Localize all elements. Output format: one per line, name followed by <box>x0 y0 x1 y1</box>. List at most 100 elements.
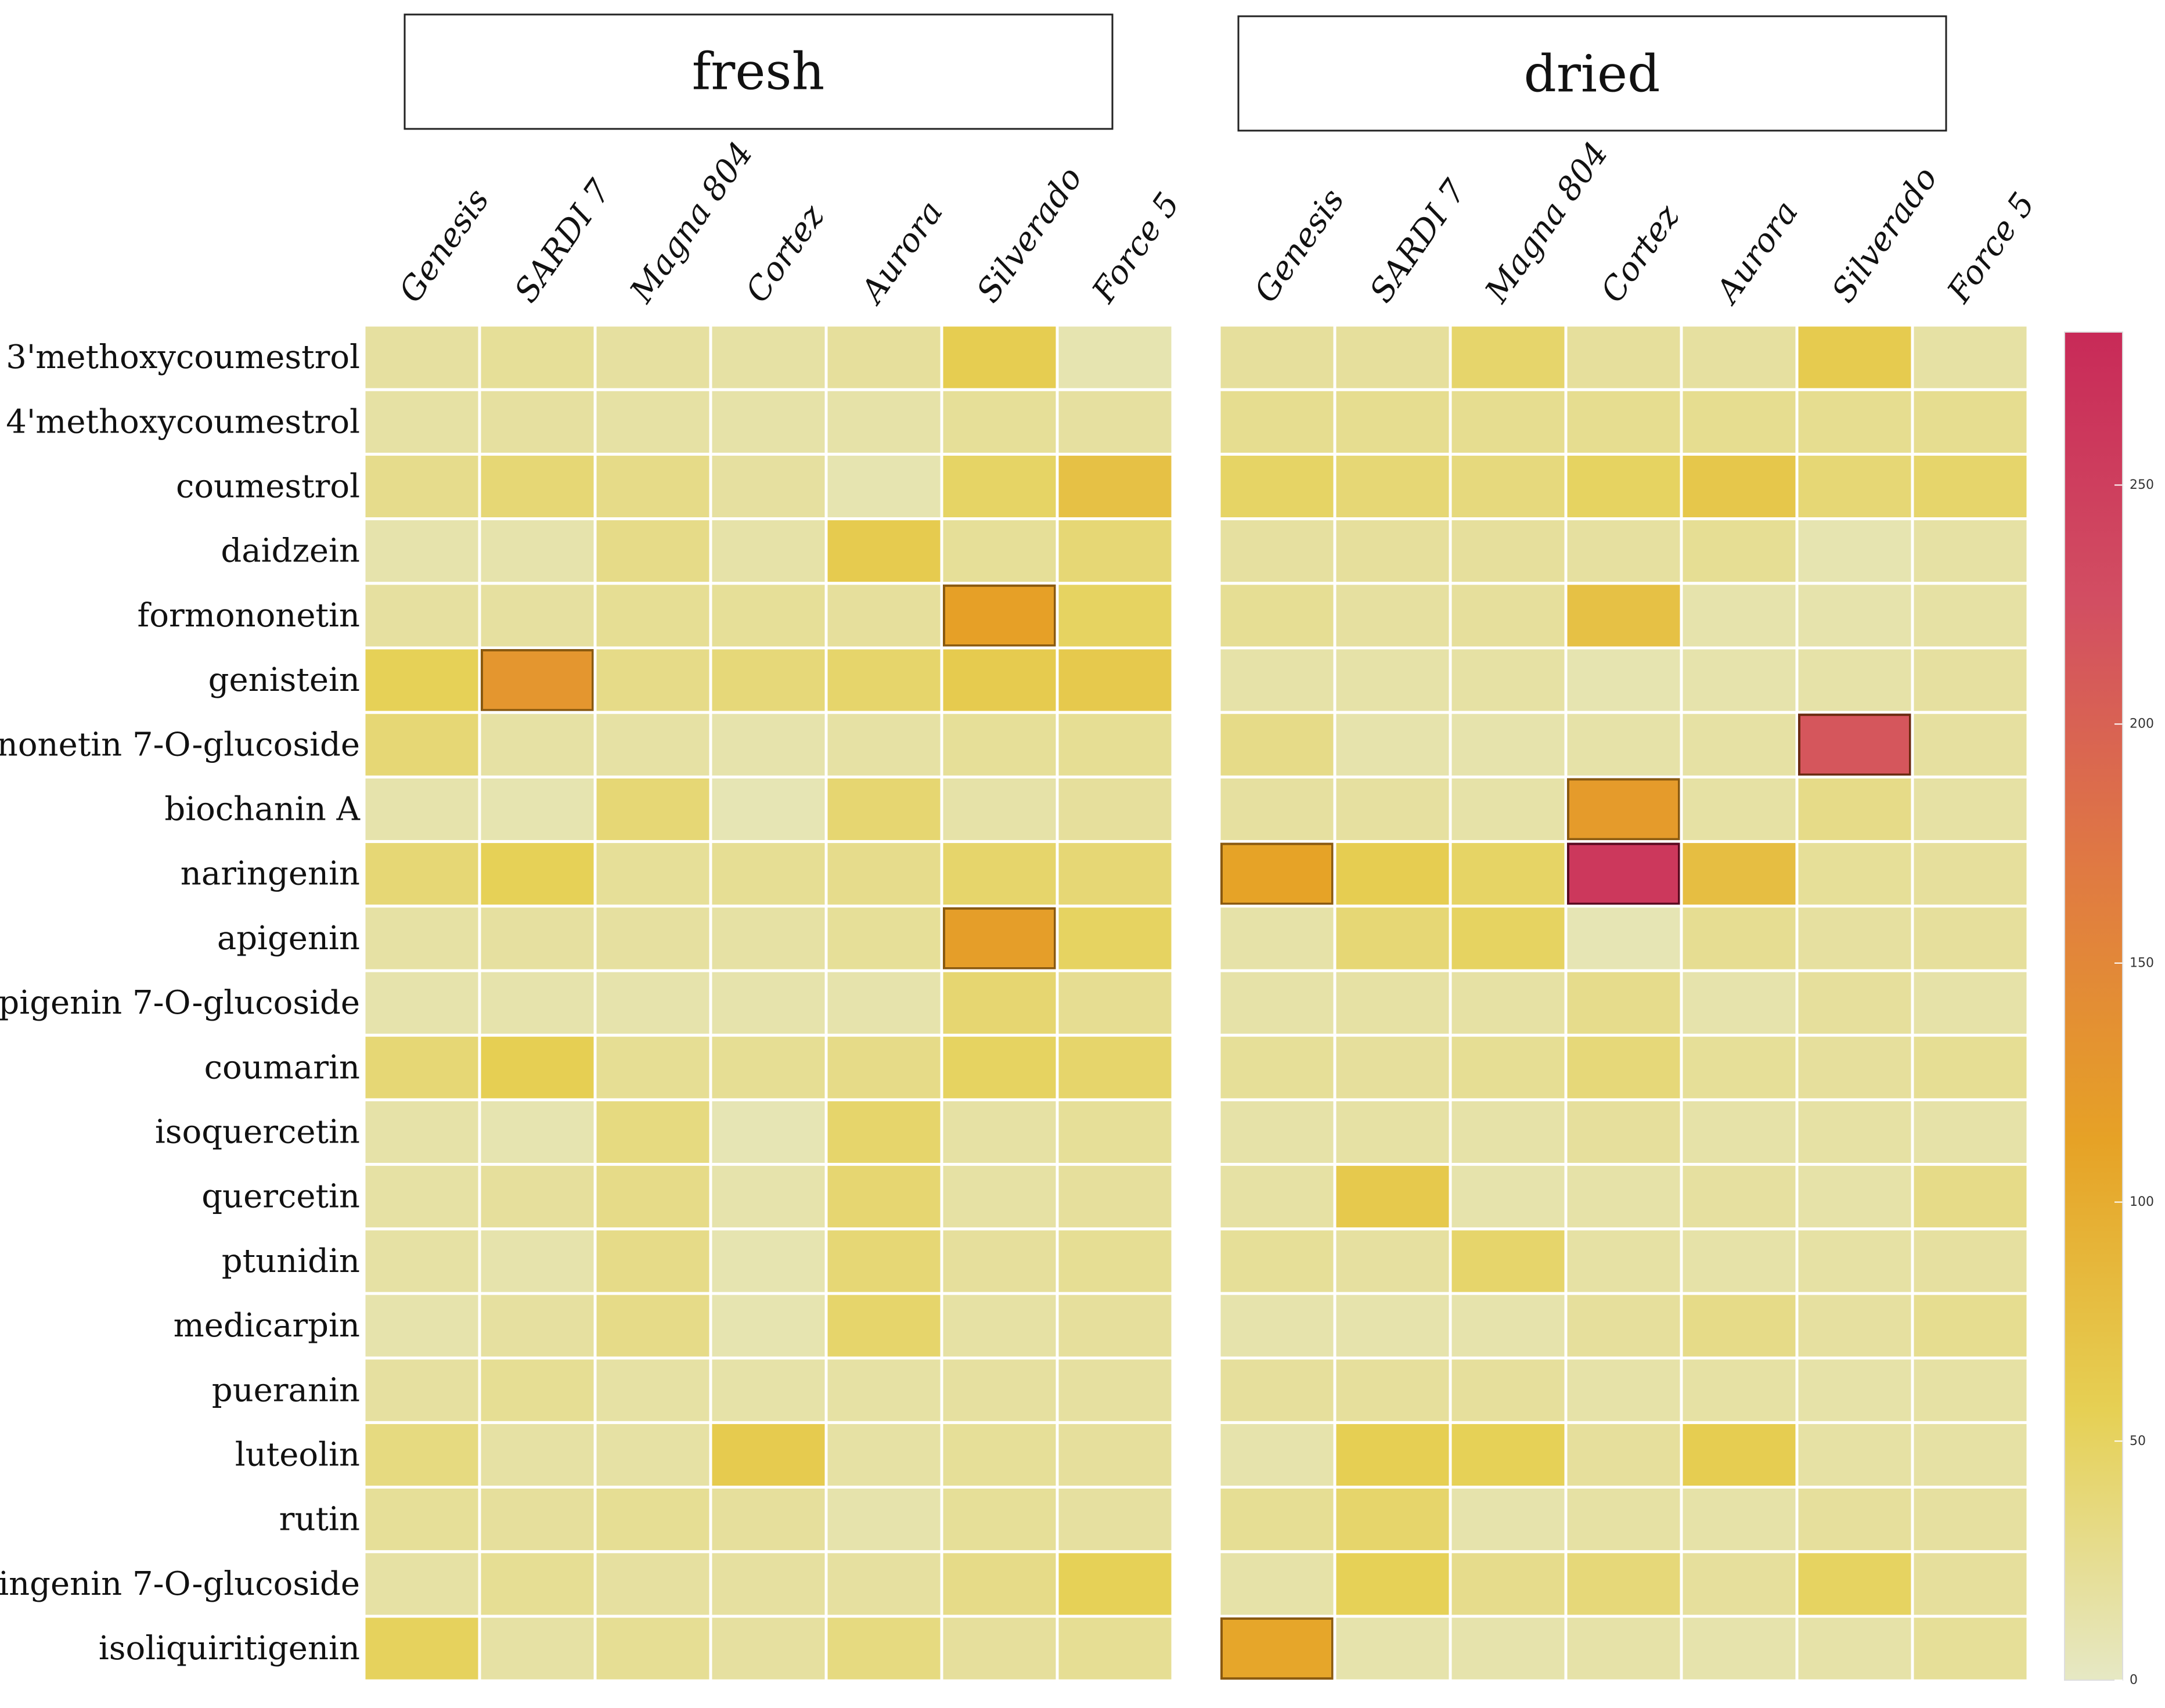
heatmap-cell <box>1680 840 1799 908</box>
heatmap-cell <box>1795 1356 1914 1424</box>
heatmap-cell <box>1056 775 1175 844</box>
heatmap-cell <box>478 388 597 456</box>
heatmap-cell <box>1217 452 1337 521</box>
heatmap-cell <box>593 1356 712 1424</box>
heatmap-cell <box>709 517 828 585</box>
heatmap-cell <box>593 452 712 521</box>
heatmap-cell <box>1795 1421 1914 1489</box>
heatmap-cell <box>1449 1033 1568 1101</box>
heatmap-cell <box>1056 1486 1175 1554</box>
heatmap-cell <box>362 1227 481 1295</box>
heatmap-cell <box>1680 1227 1799 1295</box>
heatmap-cell <box>362 517 481 585</box>
heatmap-cell <box>1911 905 2030 972</box>
heatmap-cell <box>1217 1163 1337 1231</box>
heatmap-cell <box>1680 711 1799 779</box>
heatmap-cell <box>1333 646 1452 714</box>
heatmap-cell <box>1564 840 1683 908</box>
colorbar-tick-label: 0 <box>2130 1673 2138 1688</box>
heatmap-cell <box>1217 1550 1337 1618</box>
heatmap-cell <box>709 1227 828 1295</box>
heatmap-cell <box>362 775 481 844</box>
heatmap-cell <box>593 1227 712 1295</box>
heatmap-cell <box>1680 969 1799 1037</box>
heatmap-cell-highlight <box>1567 778 1680 841</box>
heatmap-cell <box>709 1550 828 1618</box>
heatmap-cell <box>593 646 712 714</box>
heatmap-cell <box>1680 646 1799 714</box>
heatmap-cell-highlight <box>943 907 1056 970</box>
heatmap-cell <box>478 775 597 844</box>
heatmap-cell <box>1333 452 1452 521</box>
heatmap-cell <box>1911 646 2030 714</box>
heatmap-cell <box>940 775 1059 844</box>
heatmap-cell <box>1056 905 1175 972</box>
heatmap-cell <box>709 969 828 1037</box>
heatmap-cell <box>478 840 597 908</box>
heatmap-cell <box>1449 1356 1568 1424</box>
heatmap-cell <box>940 905 1059 972</box>
heatmap-cell <box>478 517 597 585</box>
heatmap-cell <box>1795 905 1914 972</box>
heatmap-cell <box>1911 1615 2030 1682</box>
heatmap-cell <box>1911 323 2030 391</box>
heatmap-cell <box>1680 323 1799 391</box>
heatmap-cell <box>1911 517 2030 585</box>
heatmap-cell <box>1911 775 2030 844</box>
heatmap-cell <box>1333 388 1452 456</box>
heatmap-cell <box>1056 969 1175 1037</box>
heatmap-cell <box>940 969 1059 1037</box>
heatmap-cell <box>1564 969 1683 1037</box>
row-label: isoquercetin <box>155 1114 360 1151</box>
heatmap-cell <box>478 582 597 650</box>
row-label: rutin <box>279 1501 360 1538</box>
heatmap-cell <box>1333 1292 1452 1360</box>
heatmap-cell <box>1795 388 1914 456</box>
heatmap-cell <box>1911 388 2030 456</box>
heatmap-cell <box>1333 969 1452 1037</box>
heatmap-cell <box>1217 1292 1337 1360</box>
heatmap-cell <box>824 1227 943 1295</box>
heatmap-cell <box>1217 1033 1337 1101</box>
row-label: apigenin 7-O-glucoside <box>0 984 360 1022</box>
heatmap-cell <box>478 1292 597 1360</box>
heatmap-cell <box>1795 452 1914 521</box>
heatmap-cell <box>1911 582 2030 650</box>
row-label: coumarin <box>204 1048 360 1086</box>
heatmap-cell <box>1449 1550 1568 1618</box>
heatmap-cell <box>1056 388 1175 456</box>
heatmap-cell <box>1564 905 1683 972</box>
heatmap-cell <box>1217 1356 1337 1424</box>
colorbar-tick-label: 50 <box>2130 1434 2146 1448</box>
heatmap-cell <box>1333 323 1452 391</box>
heatmap-cell <box>362 388 481 456</box>
heatmap-cell <box>478 646 597 714</box>
heatmap-cell <box>940 1227 1059 1295</box>
heatmap-cell <box>1795 1033 1914 1101</box>
heatmap-cell <box>1564 452 1683 521</box>
heatmap-cell <box>940 517 1059 585</box>
heatmap-cell <box>1333 1615 1452 1682</box>
heatmap-cell <box>1795 1550 1914 1618</box>
heatmap-cell-highlight <box>1567 842 1680 905</box>
heatmap-cell <box>593 840 712 908</box>
row-labels: 3'methoxycoumestrol 4'methoxycoumestrol co… <box>0 338 361 1667</box>
heatmap-cell <box>824 840 943 908</box>
heatmap-cell <box>1564 388 1683 456</box>
heatmap-cell <box>1056 1098 1175 1166</box>
row-label: daidzein <box>221 532 360 570</box>
heatmap-cell <box>593 388 712 456</box>
heatmap-cell <box>362 969 481 1037</box>
heatmap-cell <box>362 582 481 650</box>
heatmap-cell <box>593 775 712 844</box>
heatmap-cell-highlight <box>1220 1617 1334 1680</box>
row-label: isoliquiritigenin <box>99 1630 360 1667</box>
heatmap-cell <box>593 1550 712 1618</box>
heatmap-cell-highlight <box>1220 842 1334 905</box>
heatmap-cell <box>1333 1356 1452 1424</box>
heatmap-cell <box>1217 646 1337 714</box>
heatmap-cell <box>940 1163 1059 1231</box>
heatmap-cell <box>1056 1033 1175 1101</box>
heatmap-cell <box>1564 1098 1683 1166</box>
heatmap-cell <box>1449 1292 1568 1360</box>
